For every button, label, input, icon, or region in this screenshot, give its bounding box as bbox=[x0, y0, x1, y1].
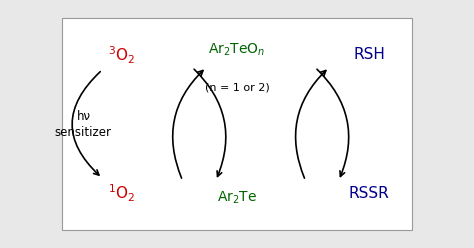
FancyBboxPatch shape bbox=[62, 18, 412, 230]
Text: RSH: RSH bbox=[354, 47, 385, 62]
Text: Ar$_2$TeO$_n$: Ar$_2$TeO$_n$ bbox=[208, 42, 266, 58]
Text: RSSR: RSSR bbox=[349, 186, 390, 201]
Text: $^1$O$_2$: $^1$O$_2$ bbox=[108, 182, 135, 204]
Text: hν
sensitizer: hν sensitizer bbox=[55, 110, 112, 138]
Text: $^3$O$_2$: $^3$O$_2$ bbox=[108, 44, 135, 66]
Text: (n = 1 or 2): (n = 1 or 2) bbox=[205, 82, 269, 92]
Text: Ar$_2$Te: Ar$_2$Te bbox=[217, 190, 257, 206]
